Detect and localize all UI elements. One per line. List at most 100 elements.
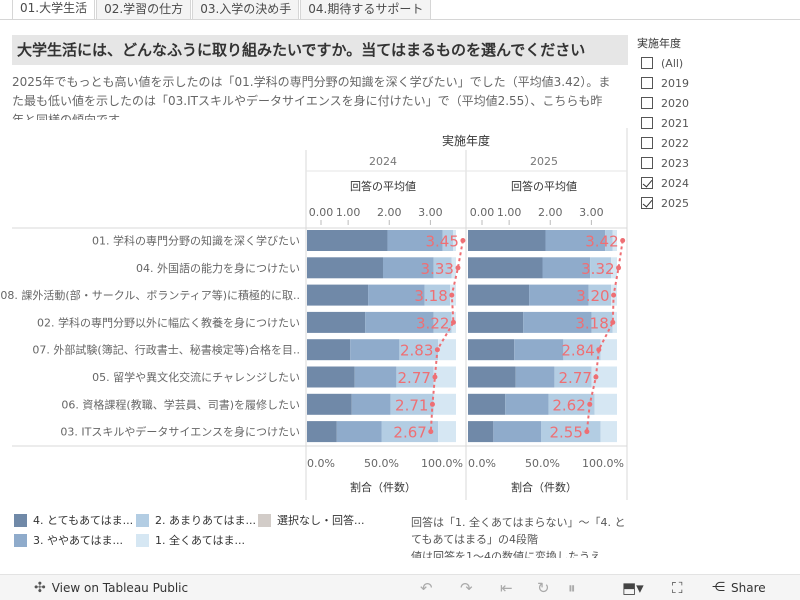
undo-icon[interactable]: ↶ — [420, 579, 433, 597]
average-point — [429, 401, 435, 407]
average-point — [620, 238, 626, 243]
average-label: 2.71 — [395, 396, 428, 414]
average-label: 2.83 — [400, 342, 433, 360]
average-point — [584, 429, 590, 435]
tab-admission-decision[interactable]: 03.入学の決め手 — [192, 0, 300, 19]
checkbox[interactable] — [641, 197, 653, 209]
category-label: 03. ITスキルやデータサイエンスを身につけたい — [60, 425, 300, 439]
average-label: 2.77 — [398, 369, 431, 387]
pct-tick-label: 100.0% — [582, 457, 624, 470]
average-label: 2.62 — [552, 396, 585, 414]
filter-item-label: 2023 — [661, 156, 689, 170]
filter-item-2023[interactable]: 2023 — [637, 153, 787, 173]
filter-item-2019[interactable]: 2019 — [637, 73, 787, 93]
avg-tick-label: 2.00 — [377, 206, 402, 219]
legend-swatch — [14, 513, 27, 527]
filter-item-label: 2022 — [661, 136, 689, 150]
legend-label: 3. ややあてはま... — [33, 534, 124, 547]
bar-segment — [307, 393, 352, 415]
average-line — [429, 240, 464, 432]
bar-segment — [605, 230, 613, 251]
legend-swatch — [258, 513, 271, 527]
bar-segment — [468, 421, 494, 443]
bar-segment — [387, 230, 443, 251]
filter-item-label: 2020 — [661, 96, 689, 110]
filter-item-2020[interactable]: 2020 — [637, 93, 787, 113]
bar-segment — [588, 284, 612, 306]
legend-item[interactable]: 3. ややあてはま... — [14, 532, 123, 548]
bar-segment — [514, 339, 564, 361]
checkbox[interactable] — [641, 177, 653, 189]
bar-segment — [307, 284, 369, 306]
filter-item-2024[interactable]: 2024 — [637, 173, 787, 193]
bar-segment — [368, 284, 425, 306]
revert-icon[interactable]: ⇤ — [500, 579, 513, 597]
fullscreen-icon[interactable]: ⛶ — [672, 579, 683, 597]
filter-item-2021[interactable]: 2021 — [637, 113, 787, 133]
checkbox[interactable] — [641, 97, 653, 109]
bar-segment — [365, 311, 434, 333]
legend-item[interactable]: 4. とてもあてはま... — [14, 512, 133, 528]
bar-segment — [545, 230, 606, 251]
pct-tick-label: 0.0% — [307, 457, 335, 470]
refresh-icon[interactable]: ↻ — [537, 579, 550, 597]
bar-segment — [307, 230, 388, 251]
bar-segment — [396, 366, 434, 388]
checkbox[interactable] — [641, 137, 653, 149]
bar-segment — [548, 393, 595, 415]
view-on-tableau-link[interactable]: ✣ View on Tableau Public — [34, 580, 188, 596]
average-point — [460, 238, 466, 243]
average-point — [611, 292, 617, 298]
pct-tick-label: 50.0% — [525, 457, 560, 470]
filter-item-label: (All) — [661, 56, 684, 70]
bar-segment — [399, 339, 439, 361]
bar-segment — [390, 393, 434, 415]
average-label: 3.22 — [416, 314, 449, 332]
filter-item-2022[interactable]: 2022 — [637, 133, 787, 153]
bar-segment — [351, 393, 391, 415]
bar-segment — [442, 230, 454, 251]
legend-item[interactable]: 2. あまりあてはま... — [136, 512, 256, 528]
view-label: View on Tableau Public — [51, 581, 189, 595]
bar-segment — [554, 366, 592, 388]
tab-expected-support[interactable]: 04.期待するサポート — [300, 0, 432, 19]
average-point — [449, 292, 455, 298]
checkbox[interactable] — [641, 77, 653, 89]
filter-item-label: 2024 — [661, 176, 689, 190]
bar-segment — [350, 339, 400, 361]
filter-item-2025[interactable]: 2025 — [637, 193, 787, 213]
bar-segment — [529, 284, 589, 306]
bar-segment — [612, 230, 617, 251]
average-point — [455, 265, 461, 271]
download-icon[interactable]: ⬒▾ — [622, 579, 644, 597]
panel-year: 2025 — [530, 155, 558, 168]
pct-tick-label: 0.0% — [468, 457, 496, 470]
legend-item[interactable]: 1. 全くあてはま... — [136, 532, 245, 548]
bar-segment — [433, 393, 456, 415]
average-point — [616, 265, 622, 271]
redo-icon[interactable]: ↷ — [460, 579, 473, 597]
bar-segment — [424, 284, 451, 306]
checkbox[interactable] — [641, 157, 653, 169]
legend-swatch — [14, 533, 27, 547]
legend-swatch — [136, 513, 149, 527]
average-label: 2.55 — [549, 424, 582, 442]
tab-university-life[interactable]: 01.大学生活 — [12, 0, 96, 19]
filter-item-all[interactable]: (All) — [637, 53, 787, 73]
bar-segment — [468, 311, 524, 333]
bar-segment — [590, 257, 612, 279]
legend-label: 2. あまりあてはま... — [155, 514, 257, 527]
pause-icon[interactable]: ⏸ — [568, 579, 576, 597]
bar-segment — [354, 366, 397, 388]
footer-toolbar: ✣ View on Tableau Public ↶ ↷ ⇤ ↻ ⏸ ⬒▾ ⛶ … — [0, 574, 800, 600]
checkbox[interactable] — [641, 117, 653, 129]
average-label: 3.18 — [575, 314, 608, 332]
tab-study-method[interactable]: 02.学習の仕方 — [96, 0, 192, 19]
share-button[interactable]: ⋲ Share — [712, 580, 766, 595]
category-label: 01. 学科の専門分野の知識を深く学びたい — [92, 234, 300, 248]
bar-segment — [307, 366, 355, 388]
legend-item[interactable]: 選択なし・回答... — [258, 512, 365, 528]
checkbox[interactable] — [641, 57, 653, 69]
bar-segment — [433, 311, 452, 333]
